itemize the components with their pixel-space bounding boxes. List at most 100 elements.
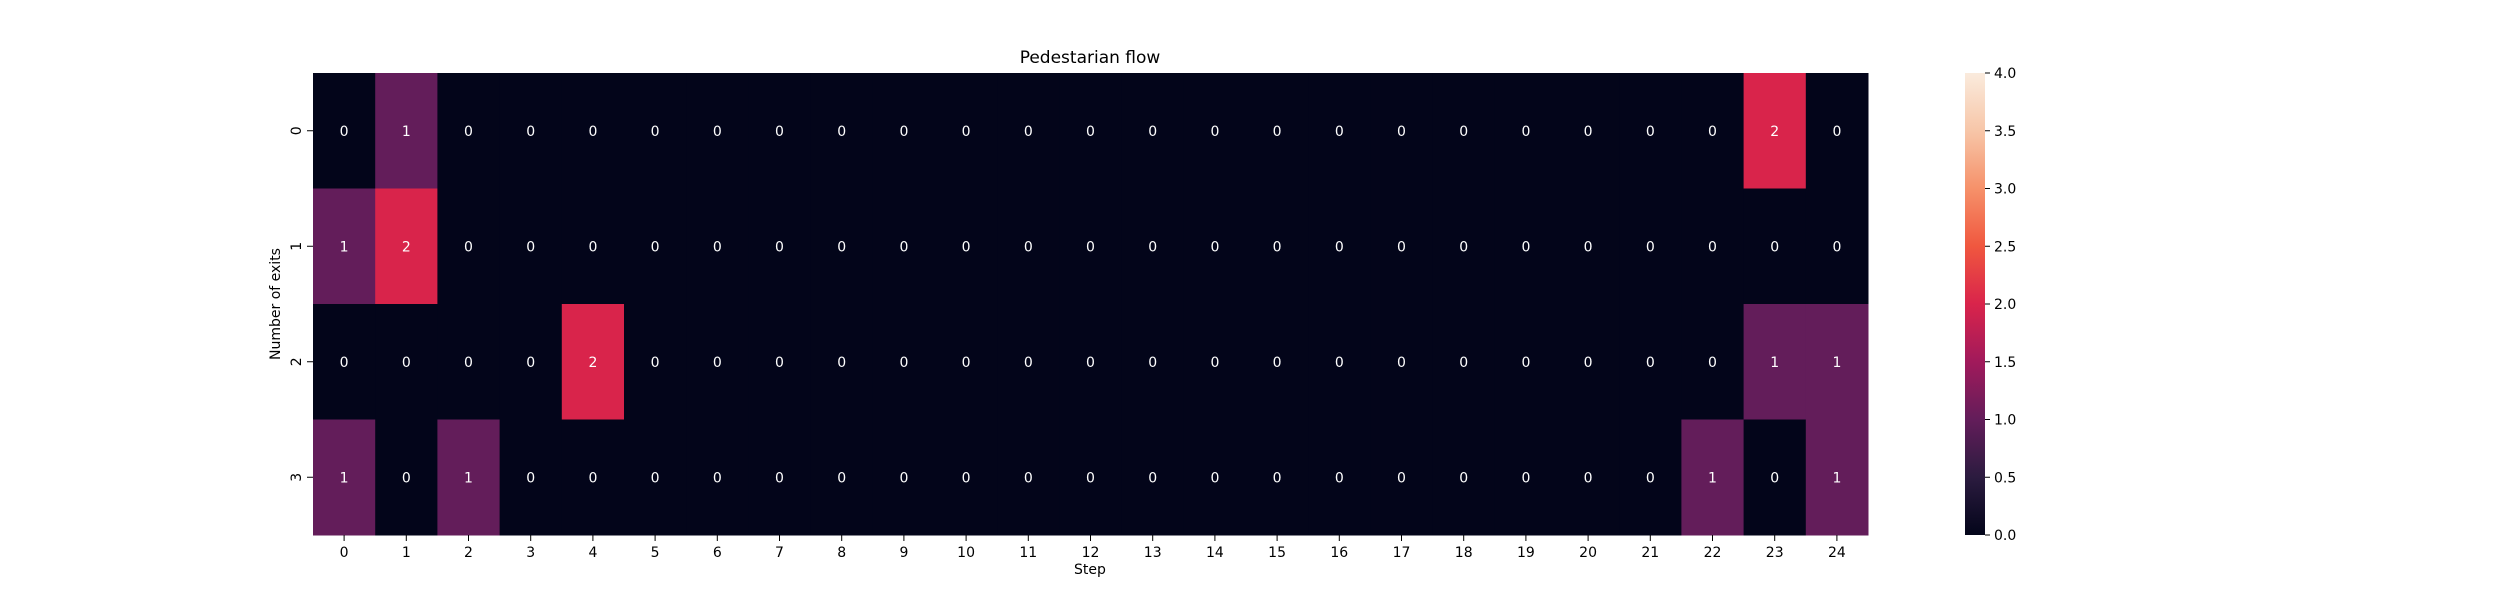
cell-value-label: 0: [1708, 239, 1717, 255]
heatmap-cell: [437, 419, 501, 536]
cell-value-label: 0: [1646, 355, 1655, 371]
cell-value-label: 0: [1148, 239, 1157, 255]
x-axis: 0 1 2 3 4 5 6 7 8 9 10 11 12 13 14 15 16 17 18 19 20 21 22 23 24: [340, 535, 1846, 561]
cell-value-label: 0: [1335, 239, 1344, 255]
cell-value-label: 0: [1708, 124, 1717, 140]
cell-value-label: 0: [1335, 470, 1344, 486]
cell-value-label: 0: [1584, 355, 1593, 371]
heatmap-cell: [748, 73, 812, 189]
heatmap-cell: [1432, 73, 1496, 189]
cell-value-label: 0: [1521, 239, 1530, 255]
heatmap-cell: [1059, 188, 1123, 305]
x-tick-label: 23: [1766, 545, 1784, 561]
x-tick-label: 4: [588, 545, 597, 561]
heatmap-cell: [375, 304, 438, 420]
cell-value-label: 0: [340, 355, 349, 371]
cell-value-label: 0: [526, 355, 535, 371]
cell-value-label: 0: [464, 124, 473, 140]
cell-value-label: 0: [588, 124, 597, 140]
heatmap-cell: [375, 188, 438, 305]
cell-value-label: 0: [962, 124, 971, 140]
cell-value-label: 0: [1335, 124, 1344, 140]
cell-value-label: 0: [1521, 124, 1530, 140]
x-tick-label: 11: [1019, 545, 1037, 561]
heatmap-cell: [1619, 419, 1682, 536]
cell-value-label: 1: [1832, 355, 1841, 371]
heatmap-cell: [437, 188, 501, 305]
cell-value-label: 0: [1273, 239, 1282, 255]
heatmap-cell: [499, 188, 563, 305]
cell-value-label: 0: [775, 239, 784, 255]
cell-value-label: 0: [837, 355, 846, 371]
y-tick-label: 1: [289, 242, 305, 251]
cell-value-label: 0: [1770, 470, 1779, 486]
heatmap-cell: [1246, 419, 1309, 536]
cell-value-label: 0: [1024, 239, 1033, 255]
heatmap-cell: [1494, 188, 1558, 305]
x-tick-label: 7: [775, 545, 784, 561]
cell-value-label: 0: [1086, 239, 1095, 255]
cell-value-label: 0: [1708, 355, 1717, 371]
heatmap-cell: [1370, 73, 1434, 189]
heatmap-cell: [1121, 419, 1185, 536]
heatmap-cell: [997, 73, 1060, 189]
cell-value-label: 0: [588, 239, 597, 255]
heatmap-cell: [1743, 73, 1807, 189]
x-tick-label: 1: [402, 545, 411, 561]
heatmap-cell: [624, 304, 687, 420]
heatmap-cell: [1246, 73, 1309, 189]
heatmap-cell: [1557, 304, 1620, 420]
heatmap-cell: [997, 304, 1060, 420]
heatmap-cell: [1370, 419, 1434, 536]
cell-value-label: 0: [1273, 470, 1282, 486]
heatmap-cell: [1059, 304, 1123, 420]
heatmap-cell: [1183, 73, 1247, 189]
x-tick-label: 17: [1393, 545, 1411, 561]
cell-value-label: 2: [402, 239, 411, 255]
heatmap-cell: [1805, 304, 1869, 420]
cell-value-label: 0: [713, 239, 722, 255]
cell-value-label: 0: [713, 355, 722, 371]
heatmap-cell: [375, 419, 438, 536]
cell-value-label: 0: [340, 124, 349, 140]
heatmap-cell: [1432, 419, 1496, 536]
heatmap-cell: [1743, 419, 1807, 536]
cell-value-label: 0: [1521, 355, 1530, 371]
heatmap-cell: [1059, 419, 1123, 536]
heatmap-cell: [624, 188, 687, 305]
cell-value-label: 0: [962, 239, 971, 255]
y-axis-label: Number of exits: [268, 248, 284, 360]
heatmap-cell: [686, 304, 749, 420]
heatmap-cell: [1308, 188, 1371, 305]
cell-value-label: 0: [1335, 355, 1344, 371]
cell-value-label: 0: [1459, 239, 1468, 255]
heatmap-cell: [872, 73, 936, 189]
cell-value-label: 1: [1770, 355, 1779, 371]
heatmap-cell: [1743, 188, 1807, 305]
cell-value-label: 0: [1646, 124, 1655, 140]
heatmap-cell: [561, 188, 625, 305]
cell-value-label: 2: [588, 355, 597, 371]
x-tick-label: 14: [1206, 545, 1224, 561]
cell-value-label: 0: [962, 355, 971, 371]
cell-value-label: 0: [1521, 470, 1530, 486]
heatmap-cell: [499, 419, 563, 536]
cell-value-label: 0: [775, 355, 784, 371]
heatmap-cell: [624, 419, 687, 536]
cell-value-label: 0: [1770, 239, 1779, 255]
cell-value-label: 0: [402, 355, 411, 371]
cell-value-label: 2: [1770, 124, 1779, 140]
heatmap-cell: [997, 188, 1060, 305]
cell-value-label: 0: [1459, 124, 1468, 140]
colorbar-tick-label: 0.0: [1994, 528, 2016, 544]
cell-value-label: 0: [1832, 239, 1841, 255]
x-tick-label: 22: [1704, 545, 1722, 561]
x-tick-label: 10: [957, 545, 975, 561]
heatmap-cell: [1494, 419, 1558, 536]
x-tick-label: 5: [651, 545, 660, 561]
cell-value-label: 1: [340, 239, 349, 255]
cell-value-label: 0: [588, 470, 597, 486]
heatmap-cell: [935, 419, 998, 536]
heatmap-cell: [997, 419, 1060, 536]
x-tick-label: 8: [837, 545, 846, 561]
